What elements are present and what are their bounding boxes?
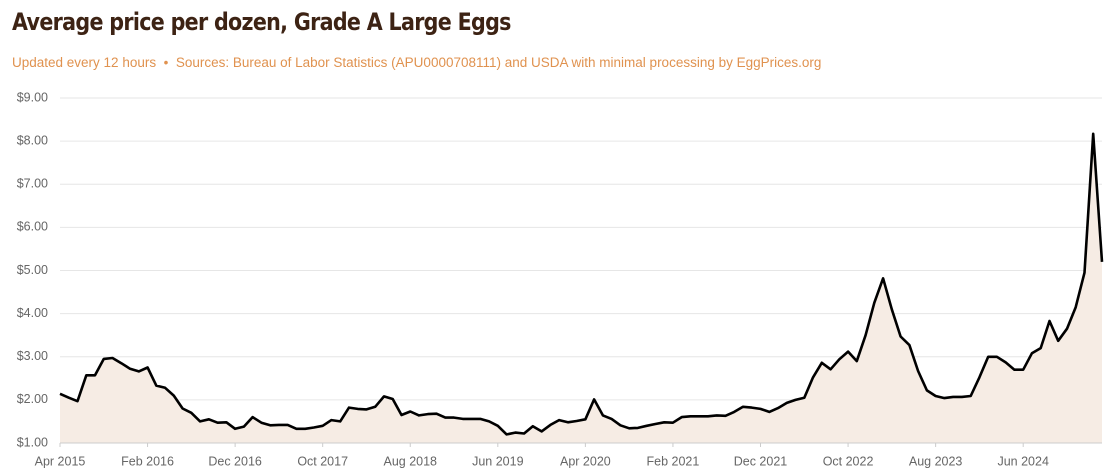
y-tick-label: $5.00	[17, 263, 48, 277]
area	[60, 133, 1102, 444]
line	[59, 132, 1104, 436]
x-tick-label: Jun 2019	[472, 454, 523, 468]
x-tick-label: Feb 2016	[121, 454, 174, 468]
y-tick-label: $1.00	[17, 435, 48, 449]
x-tick-label: Dec 2016	[208, 454, 262, 468]
y-tick-label: $6.00	[17, 220, 48, 234]
x-tick-label: Oct 2017	[297, 454, 348, 468]
y-tick-label: $7.00	[17, 177, 48, 191]
chart-title: Average price per dozen, Grade A Large E…	[12, 8, 511, 36]
x-tick-label: Aug 2023	[909, 454, 963, 468]
y-tick-label: $3.00	[17, 349, 48, 363]
y-tick-label: $4.00	[17, 306, 48, 320]
chart-subtitle: Updated every 12 hours • Sources: Bureau…	[12, 55, 822, 70]
x-tick-label: Jun 2024	[997, 454, 1048, 468]
x-tick-label: Aug 2018	[383, 454, 437, 468]
x-tick-label: Apr 2015	[35, 454, 86, 468]
x-tick-label: Oct 2022	[823, 454, 874, 468]
y-tick-label: $8.00	[17, 133, 48, 147]
x-tick-label: Feb 2021	[647, 454, 700, 468]
x-tick-label: Apr 2020	[560, 454, 611, 468]
y-tick-label: $9.00	[17, 90, 48, 104]
x-tick-label: Dec 2021	[734, 454, 788, 468]
y-tick-label: $2.00	[17, 392, 48, 406]
